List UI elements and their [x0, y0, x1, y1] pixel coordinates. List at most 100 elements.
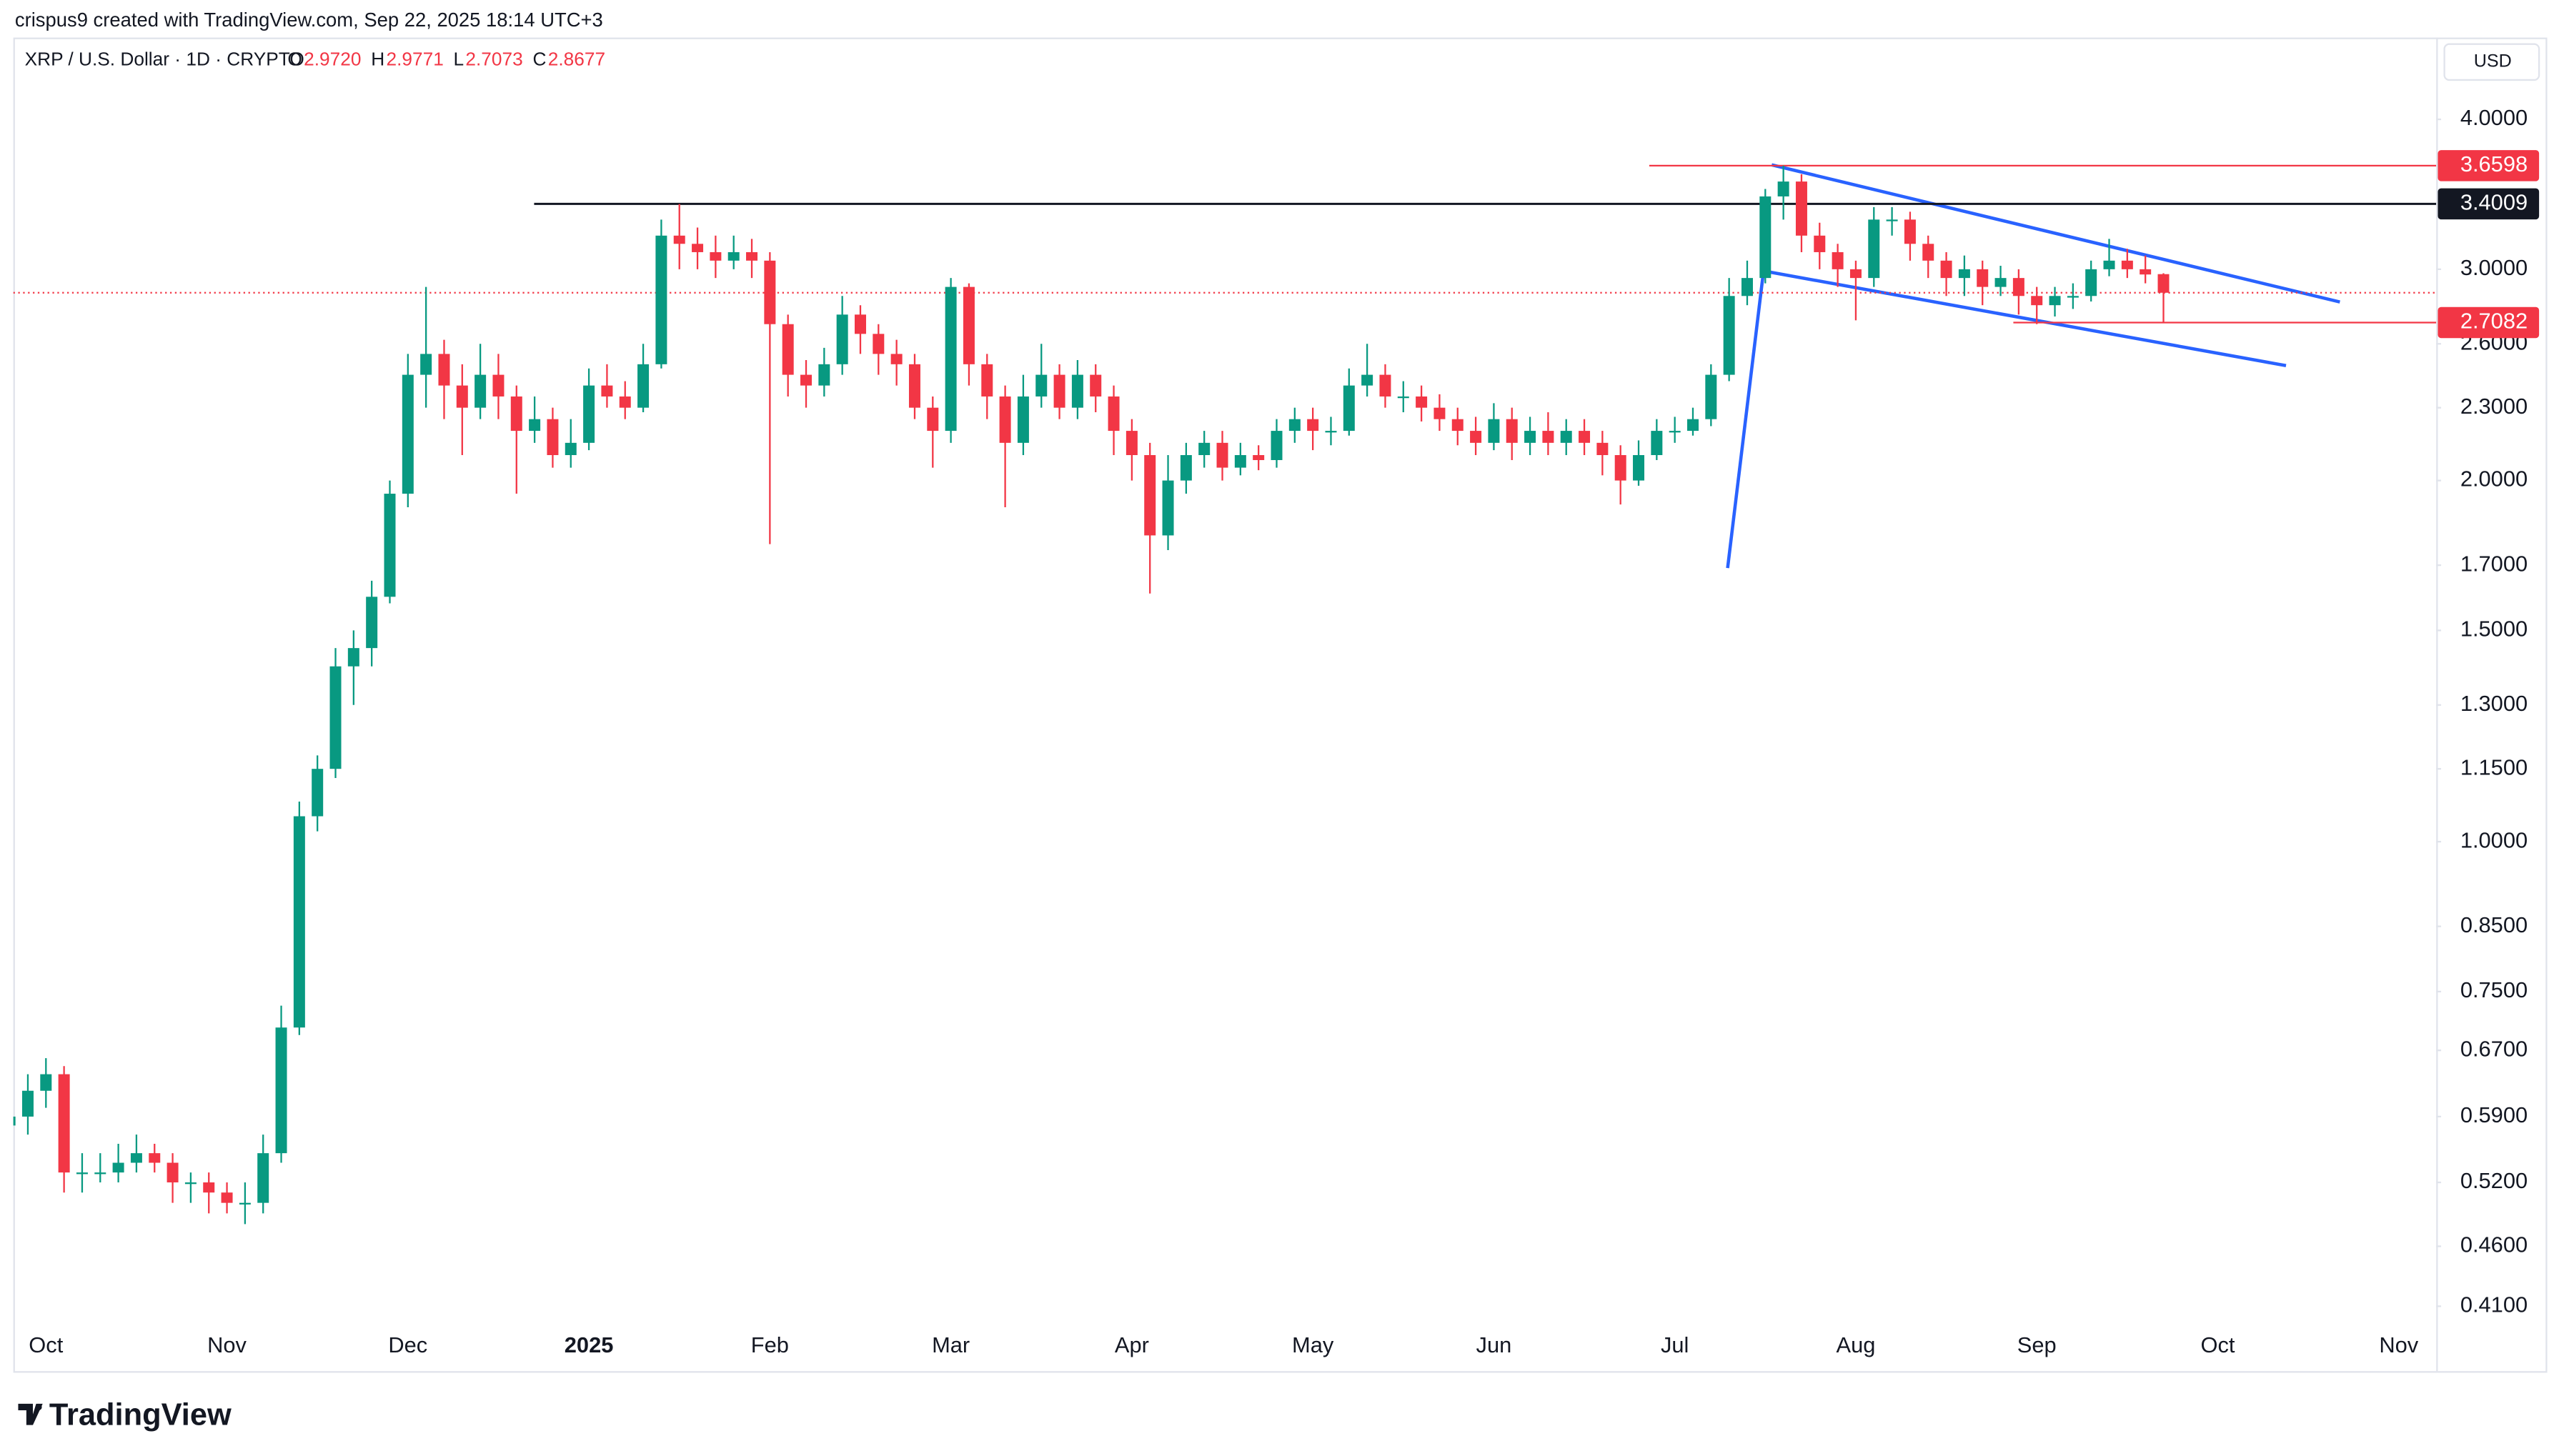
candle-body	[1271, 431, 1283, 460]
candle-body	[1071, 374, 1083, 408]
x-tick-label: Nov	[2379, 1332, 2418, 1357]
candle-body	[836, 314, 848, 364]
currency[interactable]: USD	[2474, 51, 2512, 71]
candle-body	[1307, 419, 1319, 432]
candle-body	[1162, 480, 1174, 536]
price-badge-label: 3.6598	[2460, 151, 2528, 176]
candle-body	[420, 354, 432, 375]
candle-body	[1596, 442, 1609, 456]
candle-body	[1524, 431, 1536, 443]
candle-body	[239, 1202, 251, 1205]
candle-body	[1288, 419, 1301, 432]
candle-body	[1325, 431, 1337, 433]
candle-body	[384, 494, 396, 597]
candle-body	[1506, 419, 1518, 443]
ohlc-key: O	[287, 48, 302, 69]
candle-body	[1868, 219, 1880, 279]
candle-body	[1922, 244, 1934, 261]
x-tick-label: Dec	[388, 1332, 427, 1357]
ohlc-value: 2.8677	[548, 48, 605, 69]
y-tick-label: 3.0000	[2460, 255, 2528, 280]
candle-body	[746, 251, 758, 261]
candle-body	[1017, 396, 1029, 443]
candle-body	[402, 374, 414, 494]
candle-body	[1633, 455, 1645, 481]
candle-body	[2067, 296, 2079, 298]
y-tick-label: 0.5200	[2460, 1168, 2528, 1193]
candle-body	[329, 666, 342, 769]
logo-text: TradingView	[49, 1398, 232, 1432]
x-tick-label: Aug	[1837, 1332, 1876, 1357]
candle-body	[547, 419, 559, 456]
ohlc-key: L	[454, 48, 464, 69]
candle-body	[2140, 269, 2152, 275]
ohlc-legend: O 2.9720 H 2.9771 L 2.7073 C 2.8677	[287, 48, 605, 69]
logo: TradingView	[18, 1398, 232, 1432]
ohlc-value: 2.9720	[304, 48, 361, 69]
candles	[13, 165, 2170, 1225]
candle-body	[999, 396, 1011, 443]
candle-body	[1669, 431, 1681, 433]
y-tick-label: 1.5000	[2460, 617, 2528, 642]
ohlc-key: C	[532, 48, 546, 69]
candle-body	[1488, 419, 1500, 443]
price-badge-label: 2.7082	[2460, 309, 2528, 334]
candle-body	[1433, 407, 1446, 419]
candle-body	[2103, 260, 2115, 269]
y-tick-label: 0.7500	[2460, 977, 2528, 1002]
x-tick-label: May	[1292, 1332, 1334, 1357]
candle-body	[1777, 181, 1789, 196]
x-tick-label: 2025	[565, 1332, 614, 1357]
candle-body	[2085, 269, 2097, 296]
candle-body	[492, 374, 505, 397]
candle-body	[1886, 219, 1898, 221]
axes: 4.00003.00002.60002.30002.00001.70001.50…	[29, 105, 2540, 1357]
candle-body	[438, 354, 450, 386]
candle-body	[2049, 296, 2061, 306]
candle-body	[1832, 251, 1844, 269]
candle-body	[800, 374, 813, 386]
candle-body	[655, 235, 667, 364]
candle-body	[908, 364, 920, 408]
candle-body	[890, 354, 903, 364]
candle-body	[2157, 274, 2170, 293]
candle-body	[130, 1153, 142, 1163]
candle-body	[112, 1162, 124, 1173]
candle-body	[293, 816, 305, 1028]
logo-dot	[35, 1403, 42, 1411]
candle-body	[1144, 455, 1156, 536]
candle-body	[1470, 431, 1482, 443]
candle-body	[40, 1074, 52, 1091]
candle-body	[764, 260, 776, 324]
candle-body	[1416, 396, 1428, 408]
x-tick-label: Mar	[932, 1332, 970, 1357]
candle-body	[818, 364, 830, 386]
currency-button[interactable]	[2443, 43, 2540, 81]
candle-body	[692, 244, 704, 252]
y-tick-label: 2.0000	[2460, 467, 2528, 492]
candle-body	[456, 385, 468, 408]
price-badge	[2438, 188, 2540, 220]
y-tick-label: 4.0000	[2460, 105, 2528, 130]
candle-body	[1741, 278, 1753, 296]
candle-body	[782, 324, 794, 375]
price-badge	[2438, 150, 2540, 181]
candle-body	[1705, 374, 1717, 419]
candle-body	[167, 1162, 179, 1183]
candle-body	[1053, 374, 1065, 408]
candle-body	[312, 769, 324, 817]
y-tick-label: 1.0000	[2460, 827, 2528, 852]
candle-body	[1723, 296, 1735, 375]
candle-body	[1759, 196, 1772, 279]
candle-body	[673, 235, 685, 244]
x-tick-label: Nov	[207, 1332, 247, 1357]
trend-line	[1771, 163, 2340, 304]
candle-body	[1977, 269, 1989, 287]
candle-body	[1958, 269, 1970, 279]
candle-body	[474, 374, 487, 408]
candle-body	[619, 396, 631, 408]
candle-body	[854, 314, 866, 334]
x-tick-label: Apr	[1115, 1332, 1149, 1357]
drawings	[13, 163, 2437, 569]
